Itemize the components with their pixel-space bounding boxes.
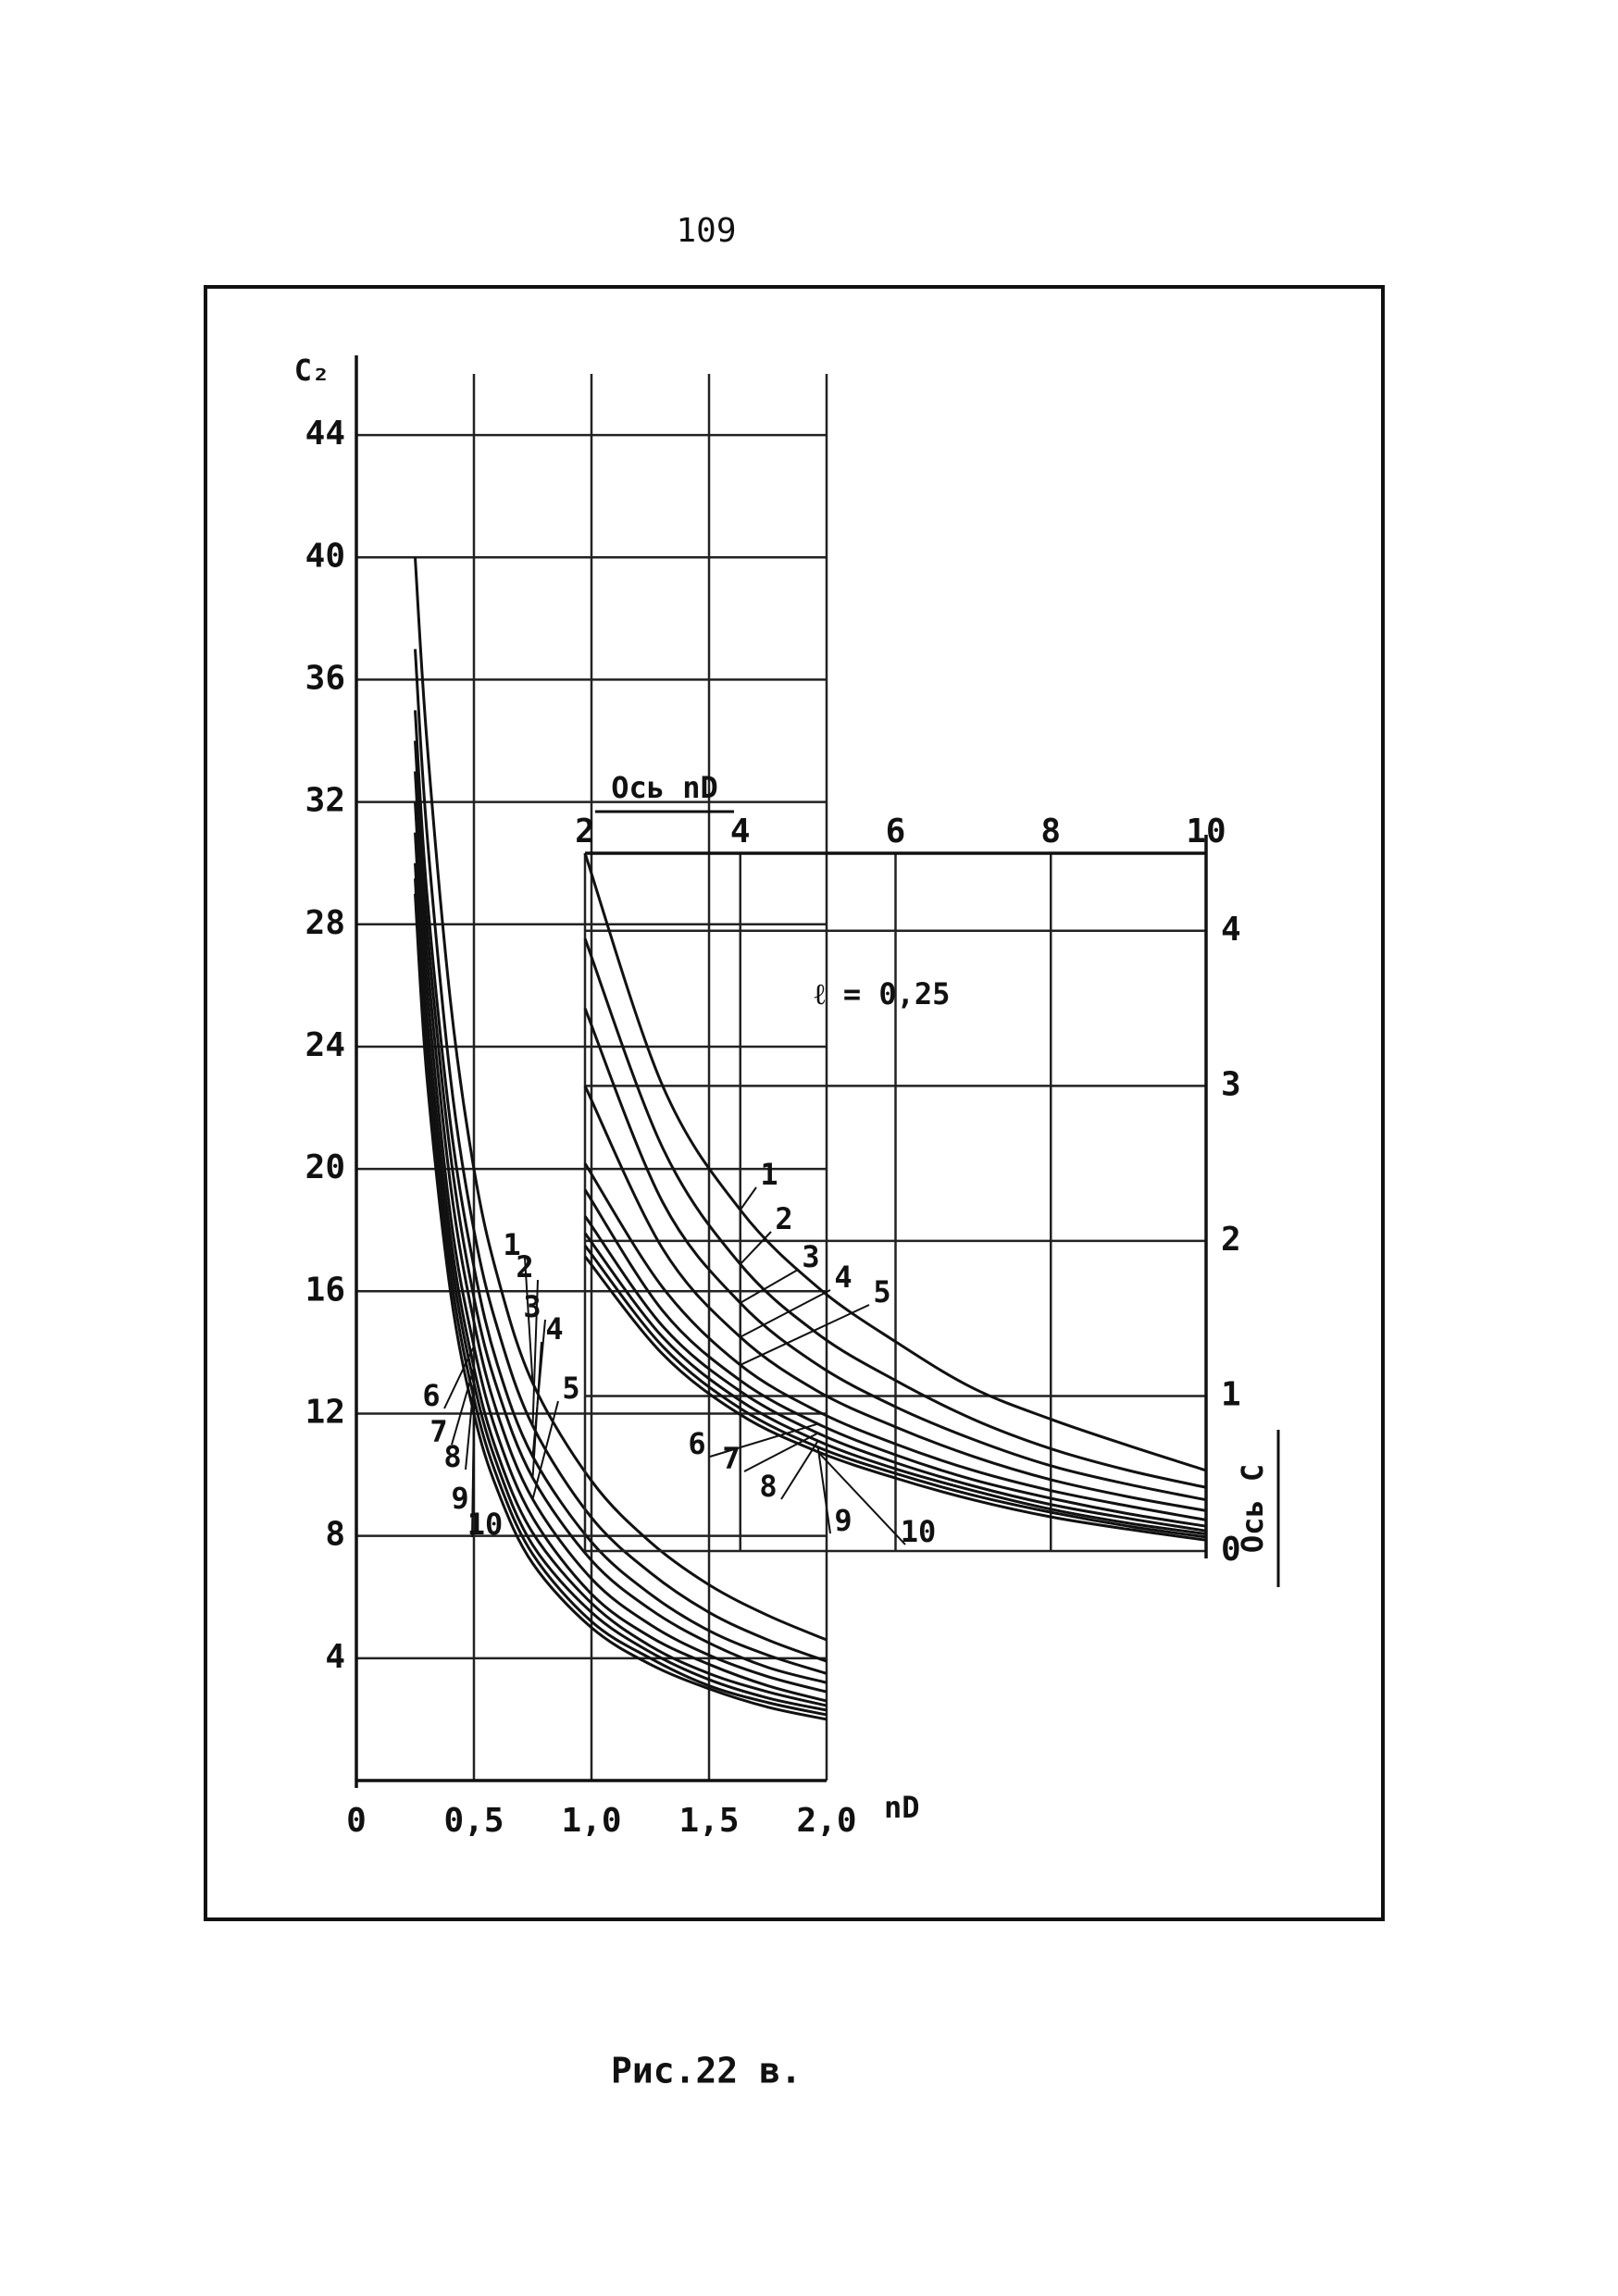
curve-label: 5 [562,1371,579,1406]
x-tick-label: 2 [575,813,595,850]
curve-label: 9 [834,1503,852,1538]
curve [583,937,1207,1489]
y-tick-label: 28 [305,904,345,942]
y-tick-label: 8 [325,1516,345,1554]
curve-label: 2 [516,1249,533,1285]
y-tick-label: 36 [305,659,345,697]
curve-label-leader [816,1451,906,1545]
y-tick-label: 2 [1221,1221,1241,1259]
curve-label-leader [816,1446,831,1534]
curve [414,878,828,1717]
y-tick-label: 0 [1221,1531,1241,1569]
y-tick-label: 40 [305,537,345,575]
curve [414,557,828,1642]
curve-label: 8 [759,1469,777,1504]
curve [583,1215,1207,1533]
y-tick-label: 1 [1221,1375,1241,1413]
x-tick-label: 2,0 [796,1802,856,1840]
y-tick-label: 4 [1221,911,1241,949]
curve-label-leader [524,1257,534,1384]
curve-label: 7 [429,1414,447,1449]
y-axis-label: C₂ [294,353,330,388]
curve [583,852,1207,1472]
curve-label: 6 [688,1426,705,1461]
curve-label-leader [531,1279,539,1426]
curve-label: 1 [760,1157,778,1192]
x-tick-label: 0,5 [443,1802,504,1840]
x-tick-label: 1,0 [561,1802,621,1840]
curve-label: 10 [467,1507,504,1542]
curve [583,1162,1207,1521]
x-tick-label: 6 [886,813,906,850]
x-tick-label: 1,5 [678,1802,739,1840]
y-tick-label: 44 [305,415,345,453]
annotation: ℓ = 0,25 [815,976,951,1011]
curve-label-leader [709,1422,818,1458]
curve-label-leader [531,1341,542,1478]
curve-label: 3 [802,1239,819,1274]
curve-label-leader [740,1289,831,1338]
y-tick-label: 4 [325,1638,345,1676]
curve-label: 2 [775,1201,792,1236]
curve [414,832,828,1707]
curve-label-leader [740,1269,799,1304]
y-axis-label: Ось C [1235,1464,1270,1553]
x-tick-label: 0 [346,1802,367,1840]
curve [414,801,828,1703]
curve-label: 5 [873,1274,890,1309]
curve-label: 10 [901,1514,937,1549]
curve [414,771,828,1694]
y-tick-label: 32 [305,782,345,820]
figure-frame [204,285,1385,1921]
curve [414,710,828,1675]
y-tick-label: 20 [305,1148,345,1186]
curve-label-leader [471,1413,475,1538]
curve-label: 3 [523,1289,541,1324]
curve [583,1008,1207,1502]
curve [414,649,828,1663]
curve [583,1085,1207,1512]
y-tick-label: 12 [305,1393,345,1431]
curve [583,1232,1207,1536]
curve [414,893,828,1721]
curve-label: 8 [443,1439,461,1474]
curve-label-leader [740,1304,870,1366]
x-tick-label: 8 [1040,813,1061,850]
curve-label-leader [531,1400,559,1500]
curve-label: 4 [834,1260,852,1295]
curve [583,1188,1207,1528]
y-tick-label: 3 [1221,1065,1241,1103]
curve [414,863,828,1712]
curve-label-leader [740,1231,772,1265]
curve-label-leader [743,1432,819,1472]
curve-label: 1 [503,1227,520,1262]
x-axis-label: nD [884,1790,920,1825]
curve [414,740,828,1684]
curve-label: 6 [422,1378,440,1413]
y-tick-label: 24 [305,1026,345,1064]
y-tick-label: 16 [305,1271,345,1309]
curve-label-leader [739,1186,757,1210]
curve-label: 9 [451,1481,468,1516]
curve [583,1245,1207,1539]
x-axis-label: Ось nD [611,770,718,805]
page-number: 109 [676,212,736,250]
curve-label: 7 [722,1441,740,1476]
curve-label: 4 [545,1311,563,1347]
caption: Рис.22 в. [611,2051,802,2091]
curve [583,1255,1207,1542]
x-tick-label: 4 [730,813,751,850]
